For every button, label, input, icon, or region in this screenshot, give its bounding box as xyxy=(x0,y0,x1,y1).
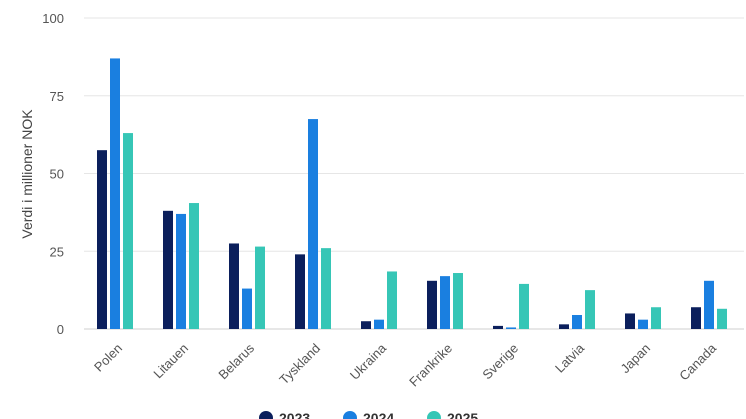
bar-2025-litauen[interactable] xyxy=(189,203,199,329)
bar-2024-polen[interactable] xyxy=(110,58,120,330)
bar-2024-litauen[interactable] xyxy=(176,213,186,329)
bar-2023-belarus[interactable] xyxy=(229,243,239,329)
y-tick-label: 25 xyxy=(50,244,64,259)
x-tick-label: Belarus xyxy=(215,340,257,382)
bar-2023-polen[interactable] xyxy=(97,150,107,329)
bar-2025-sverige[interactable] xyxy=(519,283,529,329)
legend-marker-2025[interactable] xyxy=(427,411,441,419)
x-tick-label: Polen xyxy=(91,341,125,375)
x-tick-label: Latvia xyxy=(552,340,588,376)
bar-2024-sverige[interactable] xyxy=(506,327,516,329)
bar-2024-frankrike[interactable] xyxy=(440,276,450,329)
legend-marker-2023[interactable] xyxy=(259,411,273,419)
legend[interactable]: 2023 2024 2025 xyxy=(259,410,478,419)
bar-2023-canada[interactable] xyxy=(691,307,701,329)
bar-2023-japan[interactable] xyxy=(625,313,635,329)
x-tick-label: Frankrike xyxy=(406,341,455,390)
legend-marker-2024[interactable] xyxy=(343,411,357,419)
y-tick-label: 50 xyxy=(50,167,64,182)
x-tick-label: Japan xyxy=(617,341,653,377)
bar-2024-canada[interactable] xyxy=(704,280,714,329)
bar-2023-latvia[interactable] xyxy=(559,324,569,329)
bar-2025-frankrike[interactable] xyxy=(453,273,463,329)
bar-2025-japan[interactable] xyxy=(651,307,661,329)
bar-2023-ukraina[interactable] xyxy=(361,321,371,329)
bar-2023-litauen[interactable] xyxy=(163,210,173,329)
y-tick-label: 0 xyxy=(57,322,64,337)
legend-label-2024[interactable]: 2024 xyxy=(363,410,394,419)
bar-2025-belarus[interactable] xyxy=(255,246,265,329)
bar-2024-belarus[interactable] xyxy=(242,288,252,329)
bar-2024-ukraina[interactable] xyxy=(374,319,384,329)
bar-2024-latvia[interactable] xyxy=(572,315,582,329)
x-tick-label: Ukraina xyxy=(347,340,390,383)
bar-2025-canada[interactable] xyxy=(717,308,727,329)
bar-2025-ukraina[interactable] xyxy=(387,271,397,329)
bar-2025-tyskland[interactable] xyxy=(321,248,331,329)
y-tick-label: 75 xyxy=(50,89,64,104)
bar-2025-latvia[interactable] xyxy=(585,290,595,329)
bar-2025-polen[interactable] xyxy=(123,133,133,329)
x-tick-label: Sverige xyxy=(479,341,521,383)
bar-2023-tyskland[interactable] xyxy=(295,254,305,329)
x-tick-label: Tyskland xyxy=(276,341,323,388)
bar-2024-tyskland[interactable] xyxy=(308,119,318,329)
legend-label-2023[interactable]: 2023 xyxy=(279,410,310,419)
bars xyxy=(97,58,727,330)
y-tick-label: 100 xyxy=(42,11,64,26)
bar-2023-sverige[interactable] xyxy=(493,325,503,329)
axes: 0 25 50 75 100 Polen Litauen Belarus Tyskland Ukr… xyxy=(42,11,719,389)
bar-2023-frankrike[interactable] xyxy=(427,280,437,329)
y-axis-title: Verdi i millioner NOK xyxy=(19,109,35,239)
x-tick-label: Litauen xyxy=(150,341,191,382)
legend-label-2025[interactable]: 2025 xyxy=(447,410,478,419)
bar-2024-japan[interactable] xyxy=(638,319,648,329)
x-tick-label: Canada xyxy=(676,340,719,383)
